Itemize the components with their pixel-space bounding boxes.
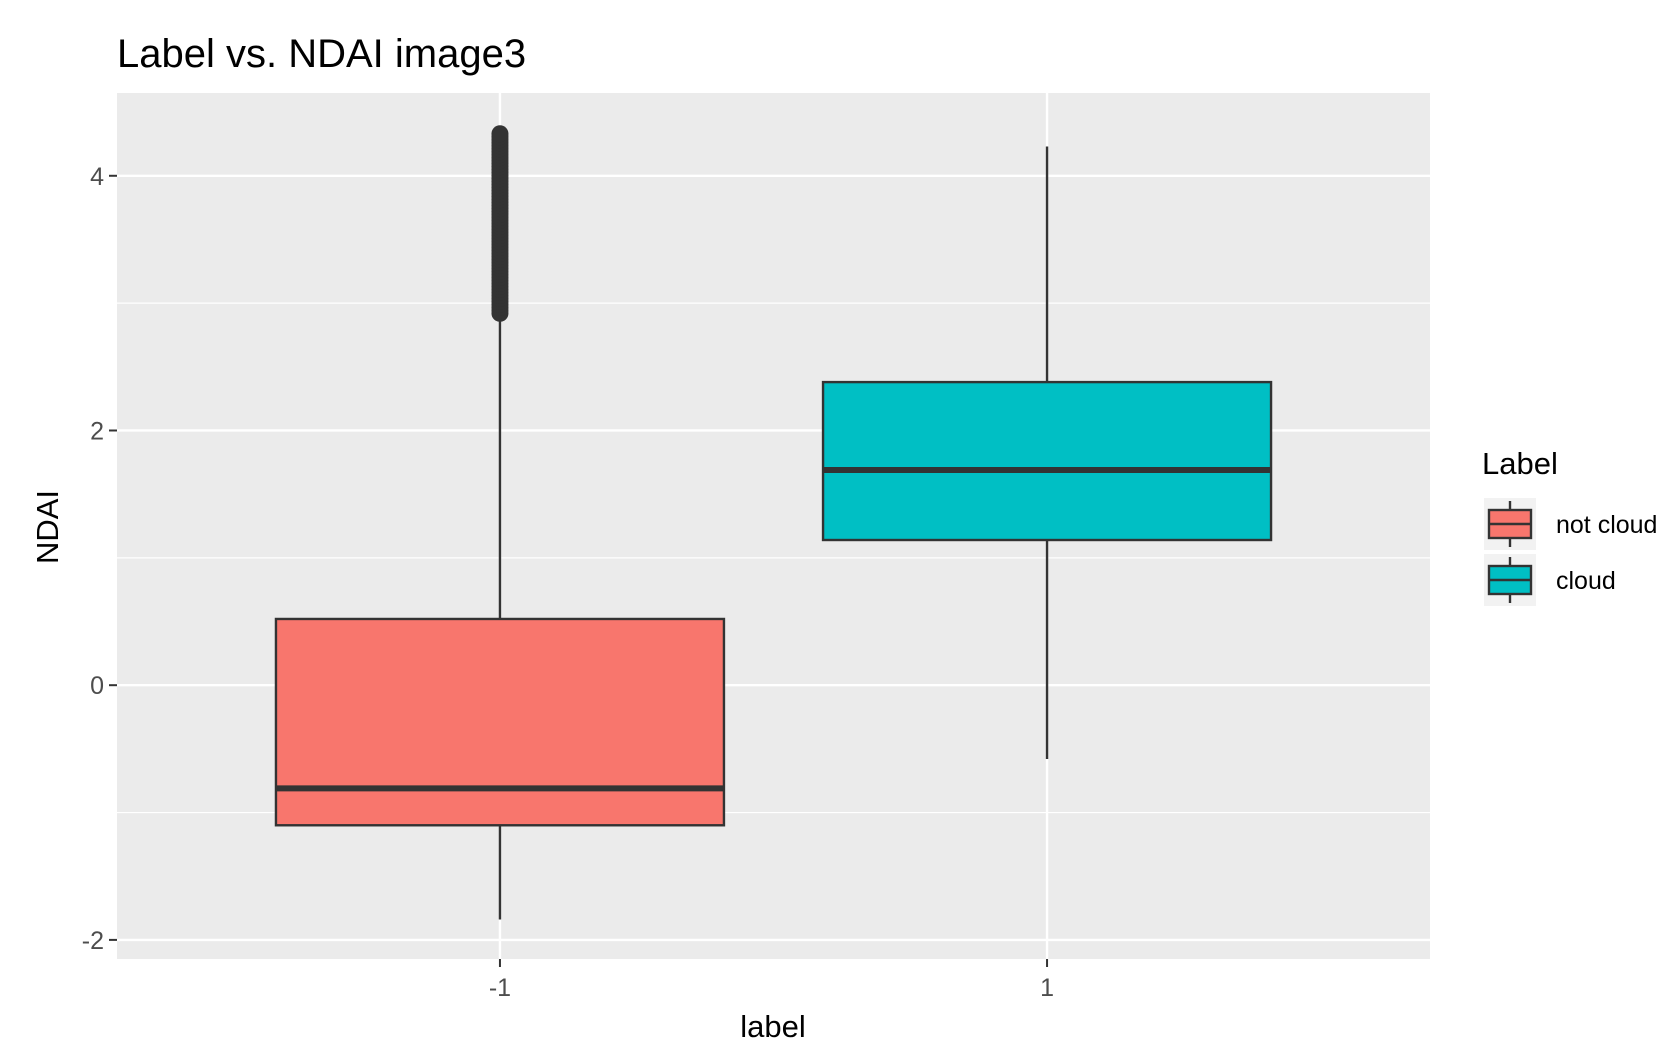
outlier-point xyxy=(491,125,509,143)
legend-label: cloud xyxy=(1556,567,1616,595)
y-tick-label: 2 xyxy=(90,417,104,445)
y-tick-label: -2 xyxy=(82,927,104,955)
legend: Label not cloud cloud xyxy=(1482,446,1657,606)
legend-item-not-cloud: not cloud xyxy=(1484,498,1657,550)
box-series xyxy=(274,125,1273,920)
box-not-cloud xyxy=(274,125,726,920)
x-axis-title: label xyxy=(740,1009,806,1044)
chart-title: Label vs. NDAI image3 xyxy=(117,32,526,76)
x-tick-label: 1 xyxy=(1040,974,1054,1002)
legend-item-cloud: cloud xyxy=(1484,554,1616,606)
x-tick-label: -1 xyxy=(489,974,511,1002)
legend-label: not cloud xyxy=(1556,511,1657,539)
box-cloud xyxy=(821,146,1273,760)
y-axis-title: NDAI xyxy=(30,490,65,564)
y-tick-label: 4 xyxy=(90,163,104,191)
x-axis: -1 1 xyxy=(489,959,1054,1002)
box-iqr xyxy=(821,380,1273,542)
box-iqr xyxy=(274,617,726,827)
legend-title: Label xyxy=(1482,446,1558,481)
y-tick-label: 0 xyxy=(90,672,104,700)
y-axis: -2 0 2 4 xyxy=(82,163,117,955)
